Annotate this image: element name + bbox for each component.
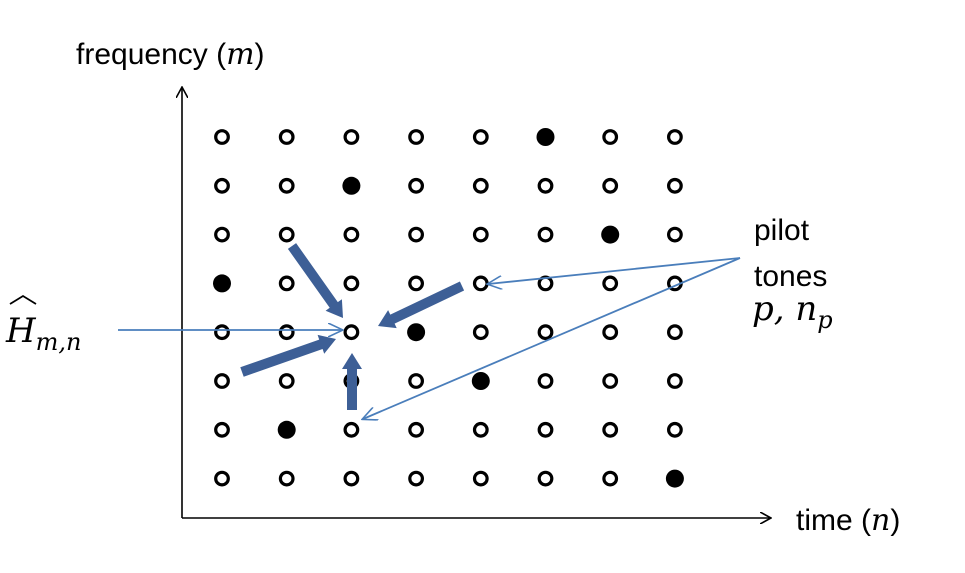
interpolation-arrow-upper-left bbox=[287, 243, 343, 318]
data-dot bbox=[537, 470, 554, 487]
data-dot bbox=[667, 421, 683, 438]
pilot-dot bbox=[601, 225, 620, 244]
data-dot bbox=[343, 129, 360, 145]
pilot-dot bbox=[471, 372, 490, 390]
data-dot bbox=[214, 421, 230, 438]
y-axis-label: frequency (m) bbox=[76, 37, 265, 72]
data-dot bbox=[408, 275, 425, 292]
axes bbox=[182, 88, 770, 518]
x-axis-label: time (n) bbox=[796, 503, 900, 538]
data-dot bbox=[537, 177, 554, 194]
data-dot bbox=[343, 324, 360, 341]
data-dot bbox=[408, 421, 425, 438]
data-dot bbox=[472, 226, 489, 243]
pilot-dot bbox=[342, 176, 361, 195]
data-dot bbox=[667, 373, 683, 389]
data-dot bbox=[278, 324, 295, 341]
data-dot bbox=[602, 129, 619, 145]
data-dot bbox=[343, 421, 360, 438]
data-dot bbox=[472, 275, 489, 292]
data-dot bbox=[214, 373, 230, 389]
data-dot bbox=[602, 421, 619, 438]
hat-accent bbox=[9, 294, 37, 305]
subcarrier-grid bbox=[213, 128, 684, 488]
data-dot bbox=[667, 177, 683, 194]
data-dot bbox=[214, 470, 230, 487]
interpolation-arrow-upper-right bbox=[378, 281, 465, 329]
pilot-label-line2: tones bbox=[754, 260, 827, 293]
data-dot bbox=[537, 226, 554, 243]
data-dot bbox=[667, 324, 683, 341]
data-dot bbox=[537, 373, 554, 389]
svg-text:Hm,n: Hm,n bbox=[5, 311, 82, 356]
data-dot bbox=[602, 177, 619, 194]
data-dot bbox=[278, 177, 295, 194]
data-dot bbox=[343, 470, 360, 487]
data-dot bbox=[602, 324, 619, 341]
data-dot bbox=[343, 226, 360, 243]
data-dot bbox=[278, 226, 295, 243]
interpolation-arrows bbox=[240, 243, 465, 410]
data-dot bbox=[408, 373, 425, 389]
data-dot bbox=[408, 226, 425, 243]
data-dot bbox=[214, 177, 230, 194]
pilot-math-label: p, np bbox=[752, 289, 833, 334]
data-dot bbox=[472, 177, 489, 194]
data-dot bbox=[667, 226, 683, 243]
data-dot bbox=[214, 324, 230, 341]
estimate-label: Hm,n bbox=[5, 294, 82, 356]
data-dot bbox=[602, 373, 619, 389]
data-dot bbox=[472, 129, 489, 145]
pilot-dot bbox=[213, 274, 231, 293]
data-dot bbox=[343, 275, 360, 292]
data-dot bbox=[537, 324, 554, 341]
pilot-pointer-line-2 bbox=[363, 257, 741, 419]
data-dot bbox=[408, 470, 425, 487]
data-dot bbox=[667, 129, 683, 145]
pilot-label-line1: pilot bbox=[754, 214, 810, 247]
data-dot bbox=[278, 470, 295, 487]
interpolation-arrow-below bbox=[342, 353, 362, 410]
data-dot bbox=[537, 421, 554, 438]
data-dot bbox=[214, 129, 230, 145]
pilot-pointer-line-1 bbox=[488, 257, 741, 284]
pilot-dot bbox=[536, 128, 555, 146]
data-dot bbox=[602, 470, 619, 487]
pilot-dot bbox=[407, 323, 426, 342]
data-dot bbox=[408, 129, 425, 145]
data-dot bbox=[214, 226, 230, 243]
data-dot bbox=[537, 275, 554, 292]
data-dot bbox=[472, 324, 489, 341]
data-dot bbox=[408, 177, 425, 194]
pilot-dot bbox=[665, 469, 684, 488]
data-dot bbox=[472, 421, 489, 438]
data-dot bbox=[278, 275, 295, 292]
data-dot bbox=[278, 373, 295, 389]
interpolation-arrow-lower-left bbox=[240, 334, 336, 377]
data-dot bbox=[602, 275, 619, 292]
data-dot bbox=[472, 470, 489, 487]
pilot-dot bbox=[277, 420, 296, 439]
pilot-pointer-lines bbox=[363, 257, 741, 419]
data-dot bbox=[278, 129, 295, 145]
